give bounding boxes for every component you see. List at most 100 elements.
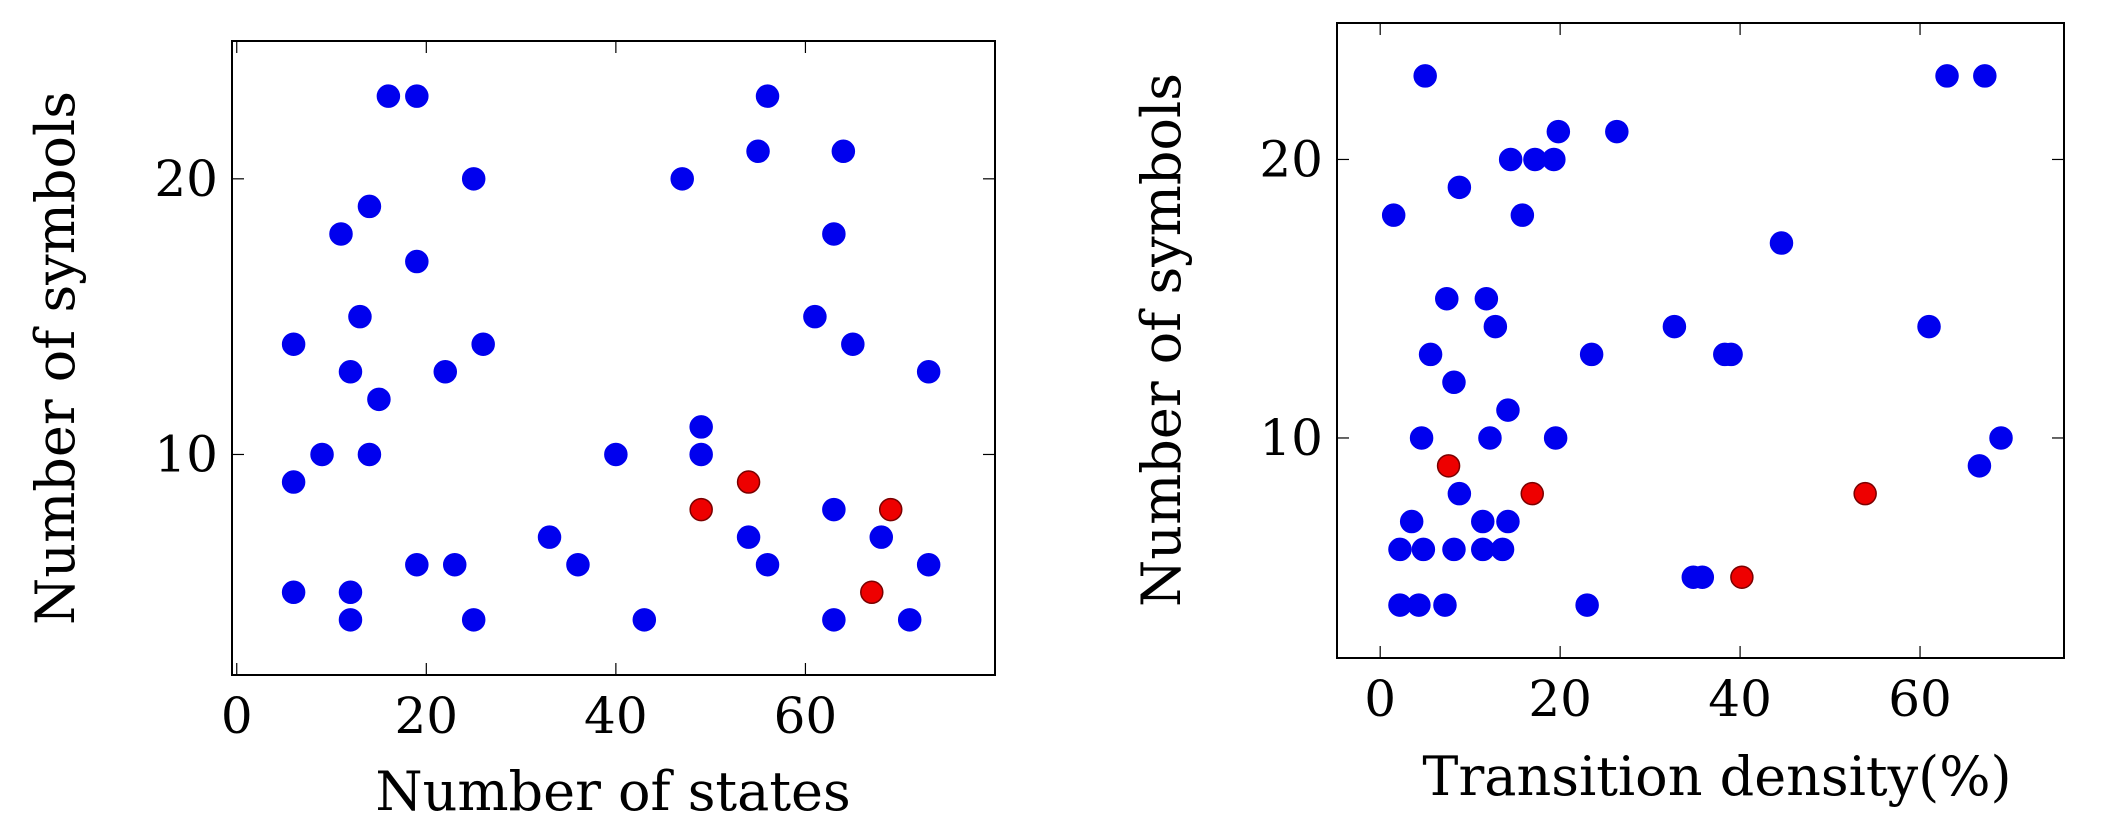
tick-marks <box>1337 23 2064 658</box>
x-tick-labels: 0 20 40 60 <box>221 687 837 745</box>
data-point-blue <box>1447 481 1472 506</box>
y-tick-label: 20 <box>1259 130 1323 188</box>
x-tick-label: 40 <box>584 687 648 745</box>
data-point-blue <box>803 304 827 329</box>
data-point-blue <box>433 360 458 384</box>
data-point-blue <box>1973 64 1997 88</box>
data-point-blue <box>1498 147 1523 172</box>
data-point-blue <box>1442 370 1466 395</box>
data-point-blue <box>1474 286 1499 311</box>
data-points <box>1381 64 2013 617</box>
data-point-blue <box>1662 314 1687 339</box>
data-point-blue <box>367 387 391 412</box>
data-point-blue <box>897 608 922 632</box>
data-point-blue <box>1510 203 1535 227</box>
data-point-blue <box>1442 537 1466 562</box>
data-point-blue <box>1433 593 1457 617</box>
data-point-blue <box>831 139 856 164</box>
data-point-blue <box>1471 537 1495 562</box>
data-point-blue <box>746 139 770 164</box>
data-point-blue <box>1399 509 1424 534</box>
data-point-blue <box>461 167 486 191</box>
data-point-blue <box>755 552 780 577</box>
data-point-blue <box>841 332 865 356</box>
data-point-blue <box>1546 119 1571 144</box>
data-point-blue <box>604 442 628 467</box>
data-point-blue <box>1381 203 1406 227</box>
x-axis-label: Transition density(%) <box>1422 745 2011 808</box>
data-point-blue <box>461 608 486 632</box>
data-point-blue <box>357 194 382 219</box>
data-point-blue <box>329 222 353 246</box>
data-point-red <box>1436 454 1461 478</box>
data-point-blue <box>1447 175 1472 200</box>
data-point-red <box>1853 481 1877 506</box>
data-point-blue <box>338 608 363 632</box>
data-point-blue <box>281 332 306 356</box>
x-tick-label: 40 <box>1708 670 1772 728</box>
data-point-blue <box>822 222 846 246</box>
data-point-blue <box>1411 537 1436 562</box>
data-point-blue <box>1719 342 1743 367</box>
data-point-blue <box>822 608 846 632</box>
data-point-blue <box>1989 426 2013 450</box>
data-point-blue <box>471 332 495 356</box>
data-point-blue <box>310 442 334 467</box>
x-tick-label: 60 <box>1888 670 1952 728</box>
plot-area-frame <box>231 40 996 676</box>
data-point-blue <box>1490 537 1515 562</box>
data-point-red <box>1730 565 1754 589</box>
data-point-blue <box>1967 454 1992 478</box>
data-point-blue <box>281 470 306 494</box>
data-point-blue <box>869 525 894 549</box>
data-point-blue <box>1917 314 1941 339</box>
data-point-blue <box>405 249 429 274</box>
data-point-blue <box>1579 342 1604 367</box>
x-tick-label: 0 <box>1364 670 1396 728</box>
data-points <box>281 84 941 632</box>
data-point-blue <box>1769 231 1794 255</box>
data-point-blue <box>376 84 401 108</box>
plot-area-frame <box>1336 22 2065 659</box>
data-point-blue <box>916 552 941 577</box>
y-tick-labels: 10 20 <box>154 150 218 484</box>
data-point-blue <box>670 167 694 191</box>
data-point-blue <box>405 84 429 108</box>
data-point-blue <box>338 360 363 384</box>
data-point-blue <box>442 552 467 577</box>
data-point-red <box>860 580 884 605</box>
data-point-blue <box>1478 426 1502 450</box>
scatter-chart-density: 0 20 40 60 10 20 Transition density(%) Numbe… <box>1130 22 2065 808</box>
data-point-red <box>736 470 761 494</box>
data-point-blue <box>1413 64 1437 88</box>
y-tick-label: 10 <box>1259 409 1323 467</box>
data-point-blue <box>405 552 429 577</box>
data-point-blue <box>1605 119 1629 144</box>
data-point-blue <box>1543 426 1568 450</box>
data-point-blue <box>916 360 941 384</box>
data-point-blue <box>1409 426 1434 450</box>
y-tick-label: 20 <box>154 150 218 208</box>
data-point-blue <box>736 525 761 549</box>
data-point-blue <box>1407 593 1431 617</box>
y-tick-labels: 10 20 <box>1259 130 1323 467</box>
data-point-red <box>1520 481 1544 506</box>
data-point-blue <box>566 552 590 577</box>
tick-marks <box>232 41 995 675</box>
data-point-blue <box>1690 565 1715 589</box>
x-tick-label: 20 <box>394 687 458 745</box>
data-point-blue <box>338 580 363 605</box>
x-tick-label: 60 <box>774 687 838 745</box>
y-axis-label: Number of symbols <box>1130 73 1193 607</box>
data-point-blue <box>1483 314 1508 339</box>
data-point-blue <box>1471 509 1495 534</box>
data-point-red <box>689 497 713 522</box>
y-axis-label: Number of symbols <box>24 91 87 625</box>
data-point-blue <box>1935 64 1959 88</box>
data-point-blue <box>755 84 780 108</box>
data-point-blue <box>1496 398 1520 422</box>
x-axis-label: Number of states <box>375 760 850 823</box>
data-point-blue <box>537 525 562 549</box>
data-point-blue <box>1575 593 1599 617</box>
